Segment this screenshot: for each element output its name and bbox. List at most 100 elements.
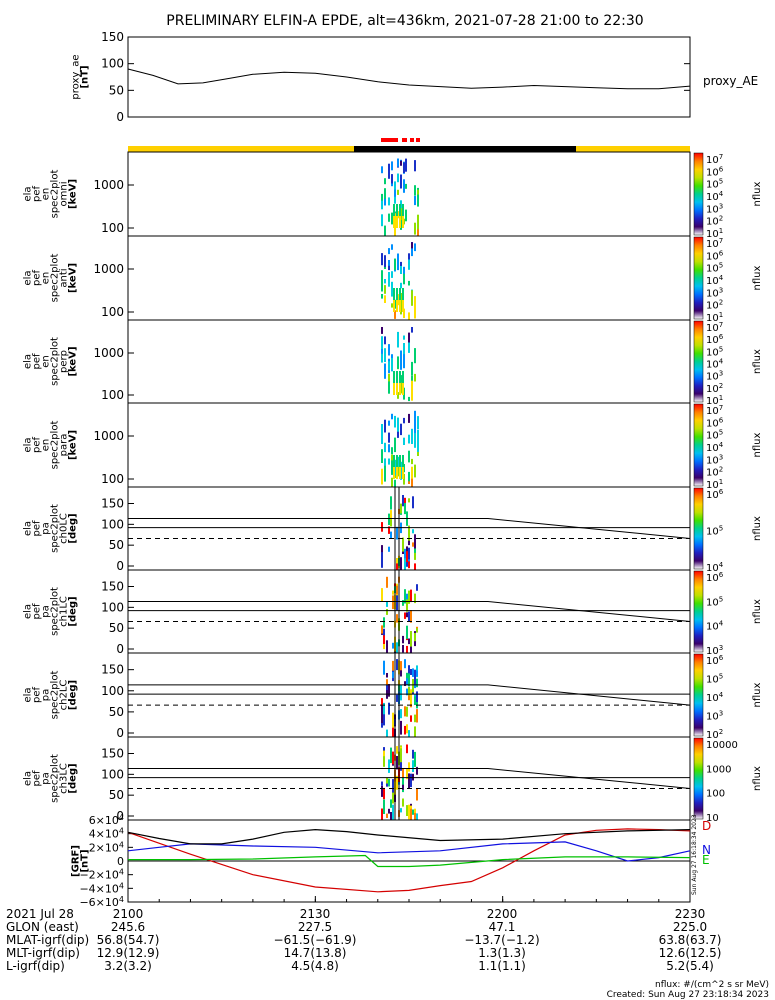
ytick-label: 1000 bbox=[93, 178, 124, 192]
ytick-label: −6×104 bbox=[79, 895, 124, 909]
spectrum-bin bbox=[412, 749, 414, 759]
ylabel-line: pa bbox=[41, 605, 52, 617]
spectrum-bin bbox=[400, 357, 402, 367]
spectrum-bin bbox=[411, 428, 413, 444]
spectrum-bin bbox=[396, 563, 398, 570]
spectrum-bin bbox=[384, 458, 386, 470]
spectrum-bin bbox=[400, 350, 402, 363]
spectrum-bin bbox=[400, 684, 402, 701]
spectrum-bin bbox=[402, 635, 404, 644]
spectrum-bin bbox=[400, 667, 402, 677]
spectrum-bin bbox=[386, 781, 388, 787]
spectrum-bin bbox=[384, 419, 386, 428]
colorbar-label: nflux bbox=[752, 181, 763, 206]
spectrum-bin bbox=[411, 361, 413, 375]
colorbar-tick-label: 106 bbox=[706, 654, 724, 667]
ytick-label: 0 bbox=[116, 559, 124, 573]
spectrum-bin bbox=[400, 174, 402, 189]
spectrum-bin bbox=[392, 595, 394, 610]
spectrum-bin bbox=[388, 513, 390, 525]
spectrum-bin bbox=[381, 349, 383, 354]
spectrum-bin bbox=[402, 371, 404, 383]
ylabel-line: en bbox=[41, 355, 52, 368]
spectrum-bin bbox=[399, 204, 401, 216]
spectrum-bin bbox=[410, 715, 412, 722]
spectrum-bin bbox=[386, 640, 388, 653]
cell: 4.5(4.8) bbox=[291, 959, 339, 973]
ytick-label: 100 bbox=[101, 684, 124, 698]
spectrum-bin bbox=[397, 173, 399, 183]
spectrum-bin bbox=[404, 612, 406, 619]
spectrum-bin bbox=[383, 644, 385, 650]
colorbar-tick-label: 106 bbox=[706, 571, 724, 584]
spectrum-bin bbox=[381, 552, 383, 568]
colorbar-tick-label: 104 bbox=[706, 620, 724, 633]
spectrum-bin bbox=[392, 642, 394, 649]
colorbar-tick-label: 107 bbox=[706, 321, 723, 334]
ylabel-line: pef bbox=[32, 520, 43, 537]
spectrum-bin bbox=[396, 204, 398, 216]
spectrum-bin bbox=[412, 496, 414, 509]
spectrum-bin bbox=[403, 354, 405, 369]
spectrum-bin bbox=[411, 466, 413, 480]
spectrum-bin bbox=[397, 331, 399, 348]
ytick-label: 100 bbox=[101, 305, 124, 319]
spectrum-bin bbox=[403, 473, 405, 485]
spectrum-bin bbox=[414, 464, 416, 478]
ytick-label: 2×104 bbox=[89, 840, 124, 854]
proxy-ae-frame bbox=[127, 36, 691, 118]
spectrum-bin bbox=[416, 691, 418, 708]
spectrum-bin bbox=[388, 546, 390, 552]
cell: 5.2(5.4) bbox=[666, 959, 714, 973]
spectrum-bin bbox=[410, 773, 412, 788]
spectrum-bin bbox=[381, 781, 383, 786]
ytick-label: 50 bbox=[109, 705, 124, 719]
spectrum-bin bbox=[404, 589, 406, 604]
spectrum-bin bbox=[383, 702, 385, 718]
spectrum-bin bbox=[391, 477, 393, 487]
spectrum-bin bbox=[408, 611, 410, 622]
colorbar-tick-label: 104 bbox=[706, 691, 724, 704]
spectrum-bin bbox=[388, 197, 390, 206]
spectrum-bin bbox=[416, 678, 418, 688]
spectrum-bin bbox=[399, 300, 401, 312]
spectrum-bin bbox=[411, 380, 413, 397]
spectrum-bin bbox=[386, 601, 388, 607]
loss-cone-line bbox=[128, 768, 691, 789]
spectrum-bin bbox=[416, 628, 418, 633]
spectrum-bin bbox=[383, 755, 385, 767]
spectrum-bin bbox=[416, 584, 418, 591]
colorbar-label: nflux bbox=[752, 432, 763, 457]
series-legend: N bbox=[702, 843, 711, 857]
spectrum-bin bbox=[390, 747, 392, 764]
spectrum-bin bbox=[396, 300, 398, 312]
spectrum-bin bbox=[417, 214, 419, 230]
spectrum-bin bbox=[397, 158, 399, 167]
spectrum-bin bbox=[396, 775, 398, 790]
spectrum-bin bbox=[394, 310, 396, 319]
cell: 2200 bbox=[486, 907, 518, 921]
orbit-bar-day bbox=[576, 146, 690, 152]
spectrum-bin bbox=[408, 687, 410, 696]
spectrum-bin bbox=[396, 595, 398, 611]
spectrum-bin bbox=[411, 478, 413, 487]
spectrum-bin bbox=[414, 544, 416, 560]
cell: 227.5 bbox=[297, 920, 333, 934]
spectrum-bin bbox=[396, 659, 398, 671]
spectrum-bin bbox=[388, 444, 390, 453]
colorbar-tick-label: 101 bbox=[706, 478, 723, 491]
spectrum-bin bbox=[381, 449, 383, 463]
ytick-label: 0 bbox=[116, 642, 124, 656]
spectrum-bin bbox=[393, 383, 395, 395]
ytick-label: 1000 bbox=[93, 429, 124, 443]
spectrum-bin bbox=[383, 799, 385, 809]
spectrum-bin bbox=[408, 479, 410, 484]
colorbar bbox=[693, 737, 704, 820]
spectrum-bin bbox=[384, 336, 386, 345]
ytick-label: 100 bbox=[101, 388, 124, 402]
colorbar-tick-label: 103 bbox=[706, 644, 723, 657]
spectrum-bin bbox=[408, 280, 410, 286]
